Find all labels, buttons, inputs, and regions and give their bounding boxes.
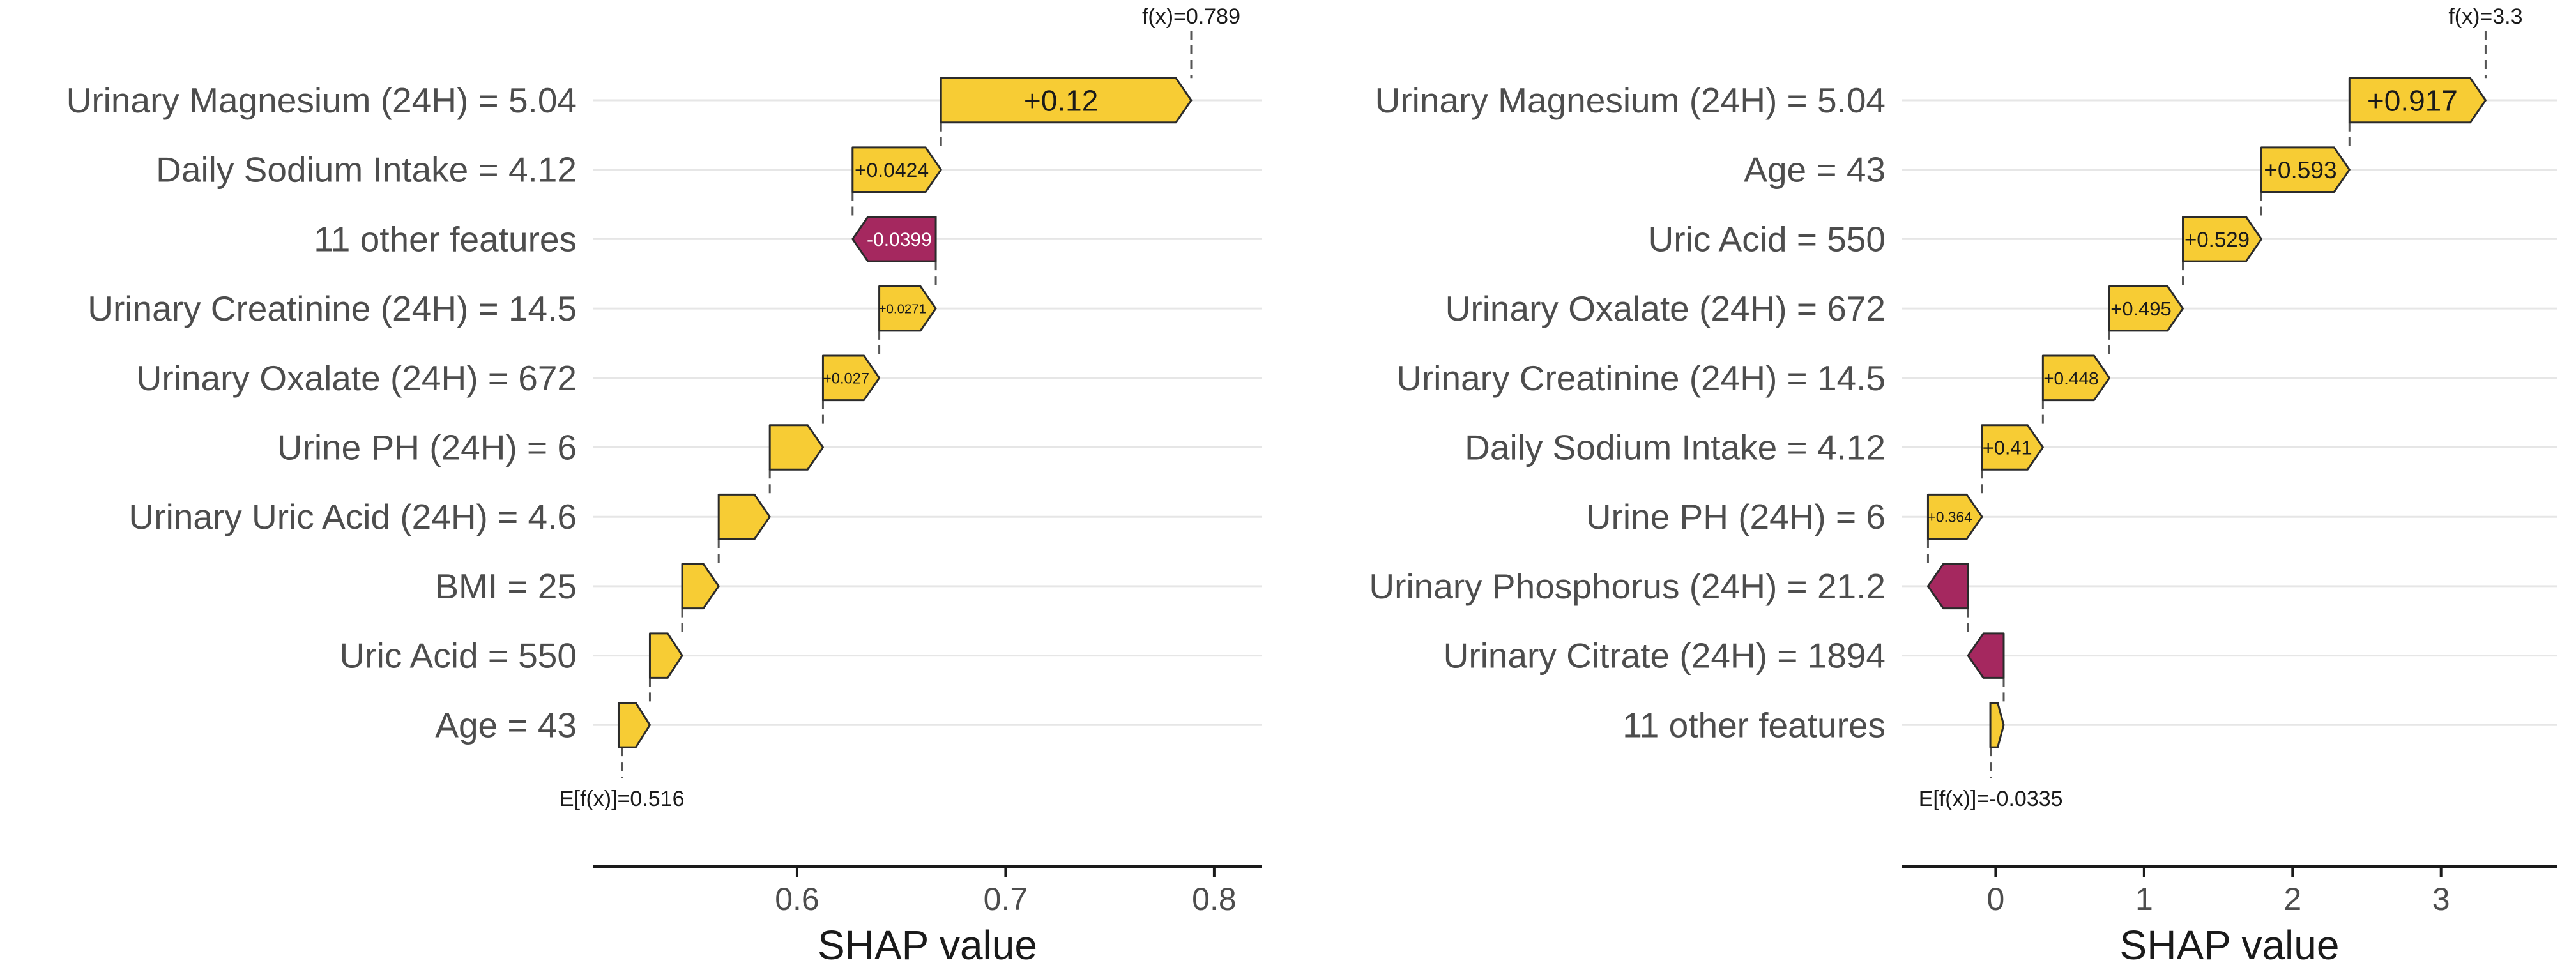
bar-left-9	[617, 702, 651, 748]
bar-left-4	[821, 354, 881, 402]
feature-label: Urinary Magnesium (24H) = 5.04	[1375, 80, 1886, 120]
bar-value-label: +0.364	[1928, 508, 1972, 525]
feature-label: 11 other features	[314, 219, 577, 259]
feature-label: Urine PH (24H) = 6	[277, 428, 577, 467]
feature-label: Uric Acid = 550	[340, 636, 577, 676]
feature-label: Urinary Oxalate (24H) = 672	[137, 358, 577, 398]
bar-right-4	[2041, 354, 2110, 402]
bar-value-label: +0.0271	[879, 302, 926, 316]
bar-right-8	[1967, 632, 2005, 679]
feature-label: Urinary Phosphorus (24H) = 21.2	[1369, 566, 1886, 606]
feature-label: Urine PH (24H) = 6	[1586, 497, 1886, 536]
bar-right-3	[2108, 285, 2184, 332]
bar-left-7	[681, 563, 720, 610]
feature-label: Urinary Uric Acid (24H) = 4.6	[129, 497, 577, 536]
bar-value-label: +0.41	[1983, 437, 2032, 459]
bar-right-6	[1926, 493, 1983, 540]
feature-label: BMI = 25	[435, 566, 577, 606]
x-axis-title: SHAP value	[818, 922, 1037, 968]
x-tick-label: 0.8	[1192, 881, 1237, 917]
left-waterfall-panel: +0.12 +0.0424 -0.0399 +0.0271 +0.027 Urinary …	[66, 4, 1262, 968]
feature-label: Urinary Creatinine (24H) = 14.5	[1396, 358, 1886, 398]
bar-right-5	[1981, 424, 2044, 471]
feature-label: Age = 43	[435, 705, 577, 745]
bar-value-label: +0.027	[823, 370, 869, 387]
feature-label: Urinary Citrate (24H) = 1894	[1444, 636, 1886, 676]
bar-right-1	[2260, 146, 2351, 193]
bar-left-1	[851, 146, 942, 193]
feature-label: Urinary Creatinine (24H) = 14.5	[88, 289, 577, 328]
bar-left-6	[717, 493, 771, 540]
bar-left-3	[878, 285, 937, 332]
bar-value-label: -0.0399	[867, 229, 932, 250]
bar-value-label: +0.448	[2043, 368, 2098, 388]
bar-left-8	[648, 632, 683, 679]
x-axis-title: SHAP value	[2120, 922, 2340, 968]
bar-value-label: +0.529	[2184, 228, 2250, 252]
bar-left-0	[940, 77, 1193, 124]
feature-label: Daily Sodium Intake = 4.12	[1465, 428, 1886, 467]
feature-label: Urinary Magnesium (24H) = 5.04	[66, 80, 577, 120]
right-waterfall-panel: +0.917 +0.593 +0.529 +0.495 +0.448 +0.41 +0.36…	[1369, 4, 2557, 968]
feature-label: 11 other features	[1622, 705, 1886, 745]
feature-label: Uric Acid = 550	[1649, 219, 1886, 259]
feature-label: Age = 43	[1744, 150, 1886, 190]
x-tick-label: 0.6	[775, 881, 819, 917]
bar-value-label: +0.495	[2110, 298, 2171, 320]
final-value-label: f(x)=3.3	[2448, 4, 2522, 29]
bar-value-label: +0.593	[2264, 156, 2336, 183]
bar-right-0	[2348, 77, 2487, 124]
bar-value-label: +0.917	[2367, 84, 2458, 118]
x-tick-label: 1	[2135, 881, 2153, 917]
bar-value-label: +0.0424	[855, 158, 929, 181]
base-value-label: E[f(x)]=-0.0335	[1919, 787, 2063, 811]
bar-left-2	[851, 216, 937, 262]
x-tick-label: 0	[1987, 881, 2005, 917]
bar-value-label: +0.12	[1024, 84, 1098, 118]
bar-left-5	[768, 424, 824, 471]
feature-label: Urinary Oxalate (24H) = 672	[1445, 289, 1886, 328]
feature-label: Daily Sodium Intake = 4.12	[156, 150, 577, 190]
x-tick-label: 0.7	[984, 881, 1028, 917]
x-tick-label: 2	[2283, 881, 2301, 917]
base-value-label: E[f(x)]=0.516	[560, 787, 685, 811]
bar-right-9	[1989, 702, 2005, 748]
x-tick-label: 3	[2432, 881, 2450, 917]
bar-right-7	[1926, 563, 1969, 610]
bar-right-2	[2182, 216, 2262, 262]
final-value-label: f(x)=0.789	[1142, 4, 1240, 29]
